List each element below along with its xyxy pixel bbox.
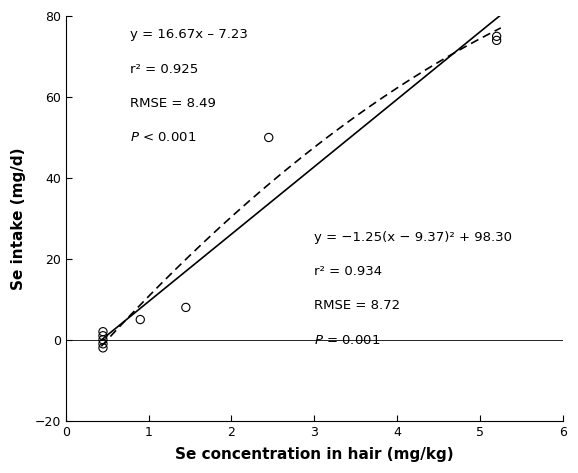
Text: $\it{P}$ = 0.001: $\it{P}$ = 0.001	[314, 334, 380, 347]
Point	[98, 336, 108, 343]
Text: y = −1.25(x − 9.37)² + 98.30: y = −1.25(x − 9.37)² + 98.30	[314, 230, 512, 244]
Point	[492, 36, 501, 44]
Point	[181, 304, 191, 311]
Point	[98, 332, 108, 340]
Point	[264, 134, 273, 141]
Text: y = 16.67x – 7.23: y = 16.67x – 7.23	[130, 28, 248, 41]
X-axis label: Se concentration in hair (mg/kg): Se concentration in hair (mg/kg)	[175, 447, 454, 462]
Point	[98, 328, 108, 335]
Text: r² = 0.934: r² = 0.934	[314, 265, 383, 278]
Text: RMSE = 8.49: RMSE = 8.49	[130, 97, 216, 110]
Text: RMSE = 8.72: RMSE = 8.72	[314, 299, 401, 312]
Point	[136, 316, 145, 324]
Point	[98, 344, 108, 351]
Point	[492, 33, 501, 40]
Point	[98, 340, 108, 348]
Text: r² = 0.925: r² = 0.925	[130, 62, 199, 76]
Y-axis label: Se intake (mg/d): Se intake (mg/d)	[11, 147, 26, 289]
Text: $\it{P}$ < 0.001: $\it{P}$ < 0.001	[130, 131, 197, 144]
